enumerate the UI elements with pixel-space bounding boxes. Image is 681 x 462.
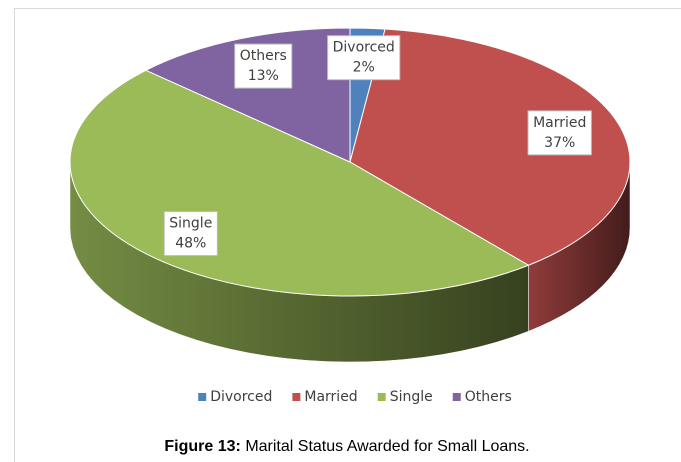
legend-swatch xyxy=(377,393,386,401)
legend-label: Married xyxy=(304,389,357,405)
data-label-name: Married xyxy=(533,115,586,131)
legend-label: Others xyxy=(465,389,512,405)
data-label-value: 13% xyxy=(248,68,279,84)
data-labels: Divorced 2% Married 37% Single 48% Others 13% xyxy=(163,35,592,257)
caption-label: Figure 13: xyxy=(164,438,240,455)
data-label-value: 48% xyxy=(175,236,206,252)
legend-swatch xyxy=(292,393,301,401)
legend-label: Single xyxy=(390,389,433,405)
data-label-name: Divorced xyxy=(333,40,395,56)
data-label-name: Others xyxy=(240,48,287,64)
data-label-box xyxy=(327,35,401,81)
data-label-box xyxy=(527,110,592,156)
data-label-value: 37% xyxy=(544,135,575,151)
caption: Figure 13: Marital Status Awarded for Sm… xyxy=(164,438,529,455)
data-label-name: Single xyxy=(169,216,212,232)
data-label-value: 2% xyxy=(353,60,375,76)
legend-label: Divorced xyxy=(210,389,272,405)
legend-swatch xyxy=(452,393,461,401)
legend-swatch xyxy=(198,393,207,401)
caption-text: Marital Status Awarded for Small Loans. xyxy=(245,438,529,455)
data-label-box xyxy=(234,43,293,89)
pie-slice xyxy=(349,28,631,266)
data-label-box xyxy=(163,211,218,257)
pie-slice xyxy=(144,27,351,163)
legend: Divorced Married Single Others xyxy=(198,389,512,405)
